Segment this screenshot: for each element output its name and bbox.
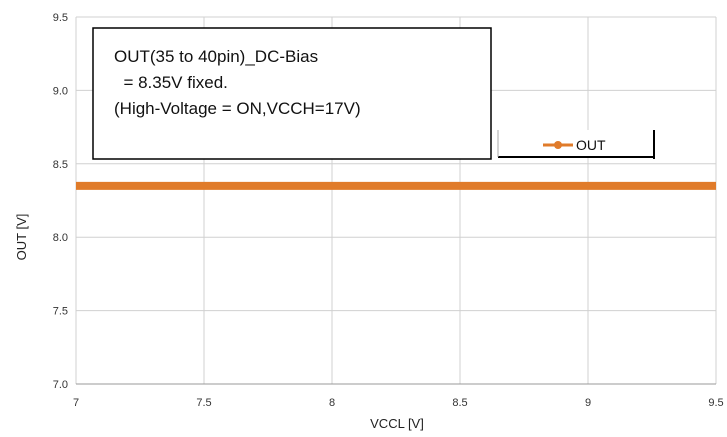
- x-tick-label: 7: [73, 397, 79, 409]
- x-tick-label: 7.5: [196, 397, 211, 409]
- x-axis-label: VCCL [V]: [370, 416, 424, 431]
- y-tick-label: 8.5: [53, 159, 68, 171]
- y-tick-label: 7.5: [53, 306, 68, 318]
- annotation-box: OUT(35 to 40pin)_DC-Bias = 8.35V fixed. …: [92, 27, 492, 160]
- legend-entry-out: OUT: [576, 137, 606, 153]
- y-axis-label: OUT [V]: [14, 214, 29, 261]
- x-tick-label: 8.5: [452, 397, 467, 409]
- y-tick-label: 7.0: [53, 379, 68, 391]
- annotation-line-3: (High-Voltage = ON,VCCH=17V): [114, 99, 361, 118]
- annotation-line-2: = 8.35V fixed.: [114, 73, 228, 92]
- x-tick-label: 8: [329, 397, 335, 409]
- y-tick-label: 9.5: [53, 12, 68, 24]
- legend: OUT: [497, 130, 655, 159]
- y-tick-label: 9.0: [53, 85, 68, 97]
- x-tick-label: 9: [585, 397, 591, 409]
- y-tick-label: 8.0: [53, 232, 68, 244]
- legend-swatch-marker: [554, 141, 562, 149]
- x-tick-label: 9.5: [708, 397, 723, 409]
- y-tick-labels: 7.0 7.5 8.0 8.5 9.0 9.5: [53, 12, 68, 391]
- annotation-line-1: OUT(35 to 40pin)_DC-Bias: [114, 47, 318, 66]
- x-tick-labels: 7 7.5 8 8.5 9 9.5: [73, 397, 724, 409]
